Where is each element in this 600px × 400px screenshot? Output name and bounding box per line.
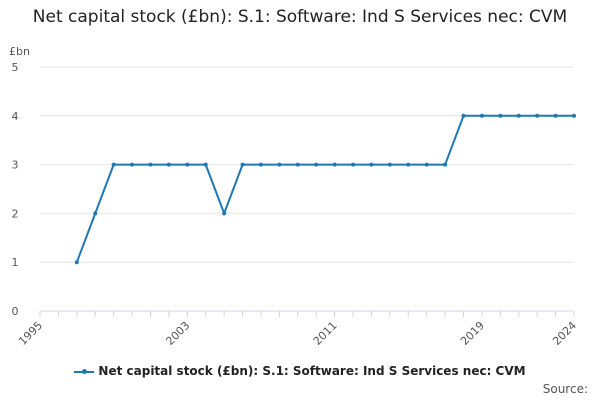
data-point [74,260,79,265]
y-tick-label: 5 [12,61,19,74]
data-point [369,162,374,167]
y-axis-unit-label: £bn [9,45,30,58]
x-tick-label: 2019 [458,319,487,348]
data-point [387,162,392,167]
x-tick-label: 2024 [550,319,579,348]
data-point [553,113,558,118]
y-axis-tick-labels: 0 1 2 3 4 5 [12,61,19,318]
data-point [479,113,484,118]
data-point [516,113,521,118]
series-line [75,114,574,263]
y-tick-label: 3 [12,159,19,172]
data-point [277,162,282,167]
data-point [203,162,208,167]
legend-label: Net capital stock (£bn): S.1: Software: … [98,364,526,378]
legend-swatch [74,367,95,377]
data-point [314,162,319,167]
y-tick-label: 4 [12,110,19,123]
data-point [406,162,411,167]
x-tick-label: 2011 [311,319,340,348]
chart-title: Net capital stock (£bn): S.1: Software: … [32,7,568,27]
data-point [130,162,135,167]
x-tick-label: 1995 [16,319,45,348]
data-point [240,162,245,167]
data-point [535,113,540,118]
data-point [148,162,153,167]
series-group [74,113,576,265]
data-point [295,162,300,167]
x-axis-tick-labels: 1995 2003 2011 2019 2024 [16,319,579,348]
data-point [351,162,356,167]
x-axis [39,310,575,317]
y-tick-label: 2 [12,207,19,220]
y-tick-label: 1 [12,256,19,269]
y-tick-label: 0 [12,305,19,318]
data-point [258,162,263,167]
x-tick-label: 2003 [163,319,192,348]
data-point [222,211,227,216]
data-point [185,162,190,167]
data-point [93,211,98,216]
data-point [424,162,429,167]
source-label: Source: [542,382,588,396]
data-point [572,113,576,118]
data-point [461,113,466,118]
data-point [166,162,171,167]
data-point [111,162,116,167]
legend[interactable]: Net capital stock (£bn): S.1: Software: … [0,364,600,378]
data-point [498,113,503,118]
data-point [332,162,337,167]
data-point [443,162,448,167]
